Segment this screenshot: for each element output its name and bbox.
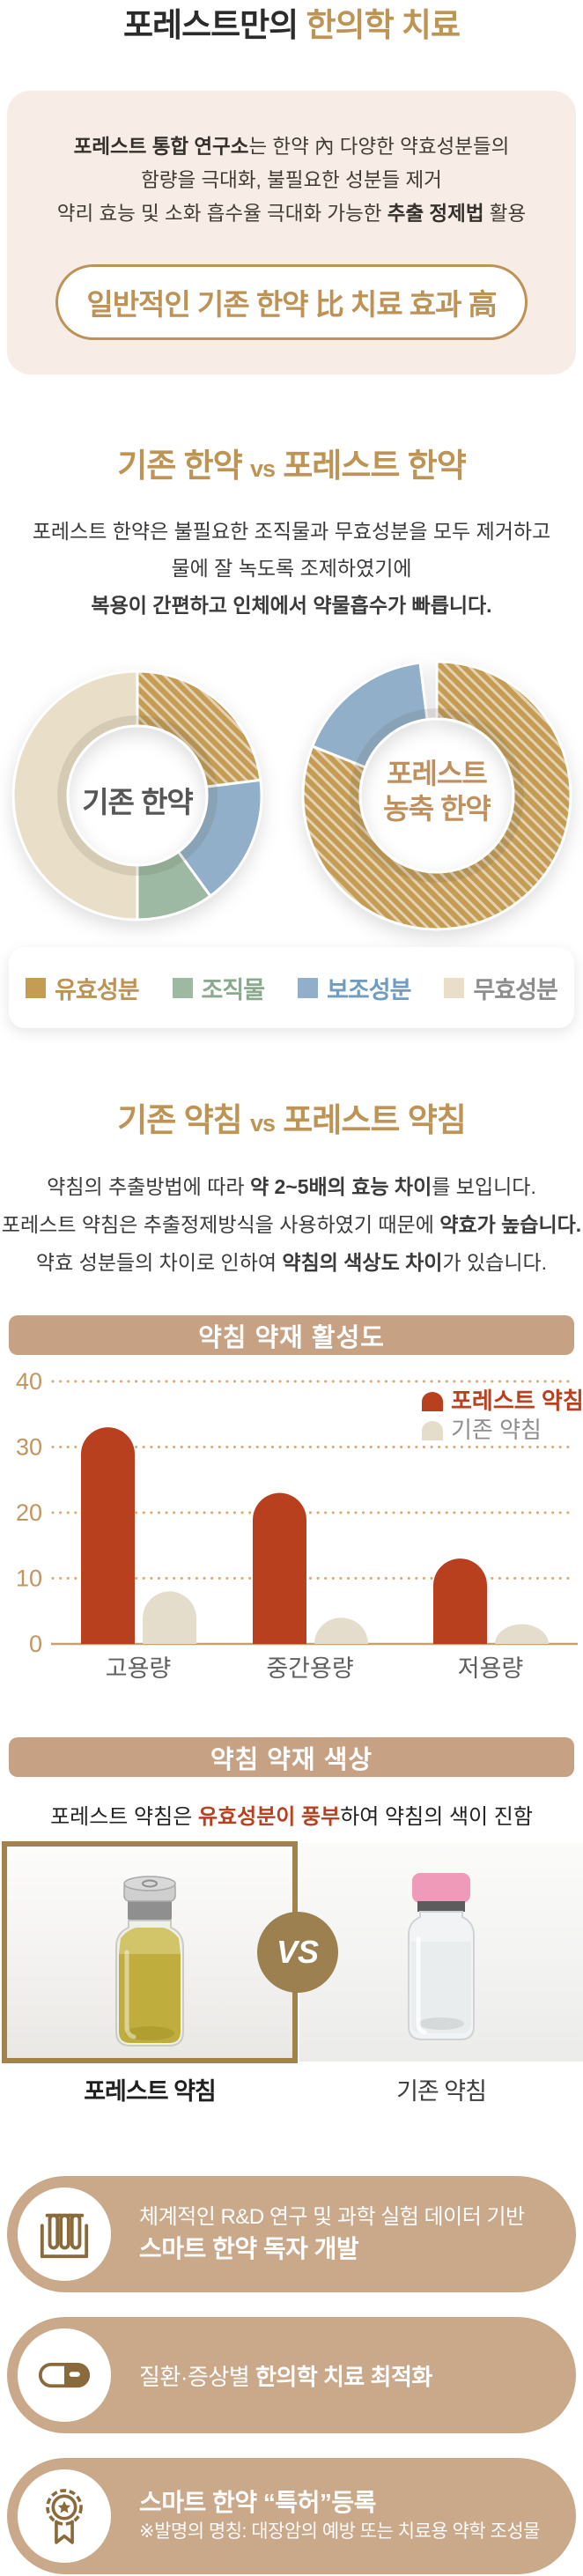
svg-text:기존 약침: 기존 약침 [451, 1417, 542, 1443]
activity-chart-header: 약침 약재 활성도 [9, 1315, 574, 1355]
acu-line-3: 약효 성분들의 차이로 인하여 약침의 색상도 차이가 있습니다. [35, 1251, 548, 1274]
svg-text:10: 10 [16, 1566, 42, 1592]
feature-rnd: 체계적인 R&D 연구 및 과학 실험 데이터 기반 스마트 한약 독자 개발 [7, 2176, 576, 2292]
herb-line-2: 물에 잘 녹도록 조제하였기에 [171, 557, 412, 580]
regular-vial-photo [299, 1843, 583, 2062]
page-title-dark: 포레스트만의 [122, 7, 306, 43]
herb-section-title: 기존 한약 vs 포레스트 한약 [117, 448, 467, 484]
herb-paragraph: 포레스트 한약은 불필요한 조직물과 무효성분을 모두 제거하고 물에 잘 녹도… [0, 513, 583, 624]
forest-vial-photo [2, 1841, 298, 2063]
herb-line-1: 포레스트 한약은 불필요한 조직물과 무효성분을 모두 제거하고 [32, 520, 551, 543]
legend-swatch-inactive [444, 977, 465, 998]
legend-swatch-auxiliary [298, 977, 319, 998]
feature-patent: 스마트 한약 “특허”등록 ※발명의 명칭: 대장암의 예방 또는 치료용 약학… [7, 2458, 576, 2574]
forest-vial-label: 포레스트 약침 [84, 2078, 217, 2105]
acu-line-1: 약침의 추출방법에 따라 약 2~5배의 효능 차이를 보입니다. [47, 1175, 536, 1198]
svg-text:0: 0 [29, 1631, 42, 1657]
acu-section-title: 기존 약침 vs 포레스트 약침 [117, 1102, 467, 1138]
regular-vial-label: 기존 약침 [396, 2078, 487, 2105]
feature-rnd-text: 체계적인 R&D 연구 및 과학 실험 데이터 기반 스마트 한약 독자 개발 [139, 2205, 525, 2262]
herb-line-3: 복용이 간편하고 인체에서 약물흡수가 빠릅니다. [91, 594, 492, 617]
svg-text:40: 40 [16, 1368, 42, 1395]
acu-paragraph: 약침의 추출방법에 따라 약 2~5배의 효능 차이를 보입니다. 포레스트 약… [0, 1168, 583, 1282]
feature-optimization: 질환·증상별 한의학 치료 최적화 [7, 2317, 576, 2433]
feature-patent-text: 스마트 한약 “특허”등록 ※발명의 명칭: 대장암의 예방 또는 치료용 약학… [139, 2489, 541, 2542]
legend-swatch-tissue [172, 977, 193, 998]
color-section-desc: 포레스트 약침은 유효성분이 풍부하여 약침의 색이 진함 [50, 1805, 533, 1829]
vs-medallion: VS [257, 1912, 338, 1993]
regular-vial-illustration [408, 1873, 475, 2040]
legend-item-inactive: 무효성분 [444, 971, 558, 1005]
donut-legend: 유효성분 조직물 보조성분 무효성분 [9, 947, 574, 1028]
page-title: 포레스트만의 한의학 치료 [0, 0, 583, 46]
intro-line-2: 함량을 극대화, 불필요한 성분들 제거 [141, 169, 442, 191]
intro-paragraph: 포레스트 통합 연구소는 한약 內 다양한 약효성분들의 함량을 극대화, 불필… [0, 130, 583, 231]
donut-left-label: 기존 한약 [82, 786, 194, 818]
legend-swatch-active [26, 977, 47, 998]
legend-item-auxiliary: 보조성분 [298, 971, 411, 1005]
legend-item-active: 유효성분 [26, 971, 140, 1005]
color-section-header: 약침 약재 색상 [9, 1737, 574, 1777]
svg-text:30: 30 [16, 1434, 42, 1461]
feature-rnd-circle [18, 2187, 111, 2281]
legend-item-tissue: 조직물 [172, 971, 265, 1005]
award-ribbon-icon [46, 2489, 83, 2544]
capsule-icon [38, 2362, 91, 2388]
page-title-gold: 한의학 치료 [306, 7, 461, 43]
feature-optimization-circle [18, 2328, 111, 2422]
svg-text:포레스트 약침: 포레스트 약침 [451, 1388, 583, 1414]
feature-optimization-text: 질환·증상별 한의학 치료 최적화 [139, 2363, 432, 2390]
svg-text:고용량: 고용량 [106, 1655, 172, 1682]
donut-charts [11, 660, 572, 931]
feature-patent-circle [18, 2469, 111, 2563]
intro-line-1: 포레스트 통합 연구소는 한약 內 다양한 약효성분들의 [73, 136, 510, 158]
acu-line-2: 포레스트 약침은 추출정제방식을 사용하였기 때문에 약효가 높습니다. [1, 1213, 582, 1236]
svg-text:중간용량: 중간용량 [266, 1655, 353, 1682]
effect-badge: 일반적인 기존 한약 比 치료 효과 高 [55, 264, 528, 340]
svg-text:20: 20 [16, 1499, 42, 1526]
test-tubes-icon [40, 2213, 89, 2259]
intro-line-3: 약리 효능 및 소화 흡수율 극대화 가능한 추출 정제법 활용 [56, 203, 527, 225]
svg-text:저용량: 저용량 [458, 1655, 524, 1682]
forest-vial-illustration [115, 1876, 184, 2047]
donut-right-label: 포레스트 농축 한약 [383, 758, 491, 825]
